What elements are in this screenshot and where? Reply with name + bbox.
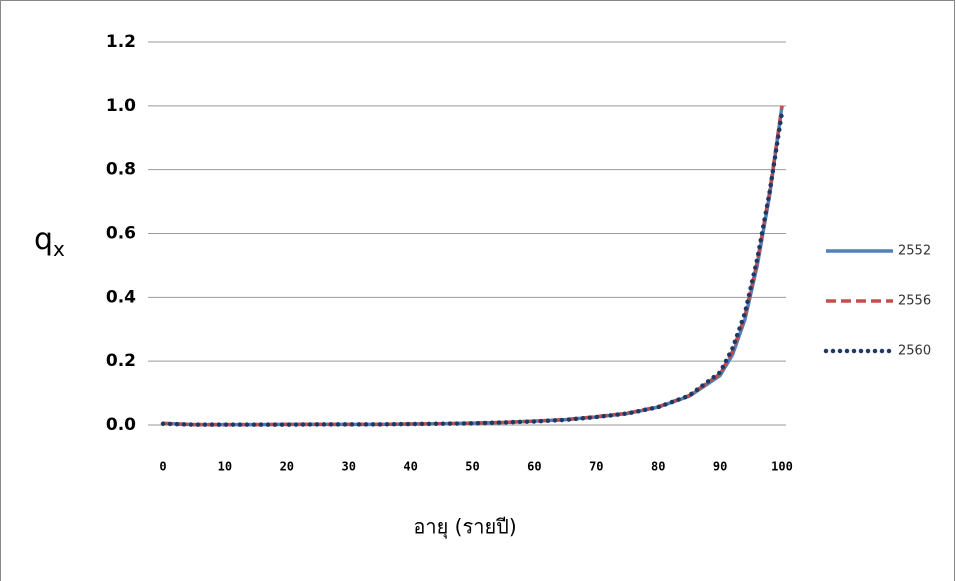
x-tick-label: 60 — [527, 460, 541, 474]
legend-label: 2556 — [898, 294, 931, 309]
x-tick-label: 100 — [771, 460, 793, 474]
y-tick-label: 0.6 — [106, 224, 136, 244]
y-tick-label: 1.2 — [106, 32, 136, 52]
x-tick-label: 0 — [159, 460, 166, 474]
y-tick-label: 0.2 — [106, 351, 136, 371]
x-tick-label: 10 — [218, 460, 232, 474]
y-axis-label-main: q — [34, 222, 53, 257]
y-tick-label: 1.0 — [106, 96, 136, 116]
x-tick-label: 40 — [403, 460, 417, 474]
legend-label: 2560 — [898, 344, 931, 359]
y-tick-label: 0.4 — [106, 287, 136, 307]
x-tick-label: 80 — [651, 460, 665, 474]
y-axis-label-subscript: x — [53, 237, 65, 261]
x-tick-label: 70 — [589, 460, 603, 474]
x-tick-label: 30 — [341, 460, 355, 474]
x-tick-label: 90 — [713, 460, 727, 474]
x-tick-label: 50 — [465, 460, 479, 474]
y-tick-label: 0.8 — [106, 160, 136, 180]
y-tick-label: 0.0 — [106, 415, 136, 435]
x-tick-label: 20 — [280, 460, 294, 474]
legend-label: 2552 — [898, 244, 931, 259]
y-axis-label: qx — [34, 222, 65, 261]
series-line — [160, 109, 785, 427]
x-axis-label: อายุ (รายปี) — [413, 515, 516, 540]
